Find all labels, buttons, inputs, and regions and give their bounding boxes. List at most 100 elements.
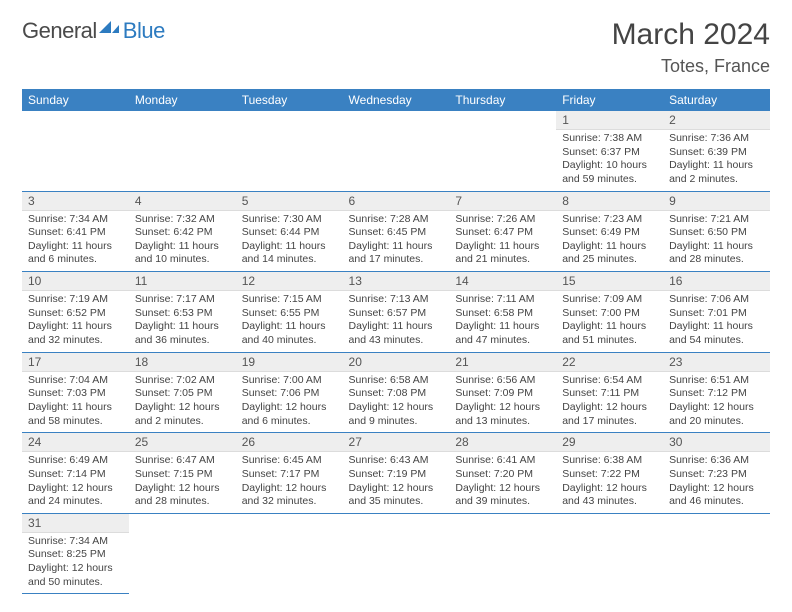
day-body: Sunrise: 7:02 AMSunset: 7:05 PMDaylight:… <box>129 372 236 433</box>
calendar-day-cell: 23Sunrise: 6:51 AMSunset: 7:12 PMDayligh… <box>663 352 770 433</box>
calendar-empty-cell <box>22 111 129 191</box>
calendar-week-row: 17Sunrise: 7:04 AMSunset: 7:03 PMDayligh… <box>22 352 770 433</box>
calendar-day-cell: 31Sunrise: 7:34 AMSunset: 8:25 PMDayligh… <box>22 513 129 594</box>
day-number: 13 <box>343 272 450 291</box>
calendar-empty-cell <box>343 513 450 594</box>
calendar-day-cell: 18Sunrise: 7:02 AMSunset: 7:05 PMDayligh… <box>129 352 236 433</box>
day-body: Sunrise: 6:51 AMSunset: 7:12 PMDaylight:… <box>663 372 770 433</box>
calendar-day-cell: 10Sunrise: 7:19 AMSunset: 6:52 PMDayligh… <box>22 272 129 353</box>
calendar-day-cell: 8Sunrise: 7:23 AMSunset: 6:49 PMDaylight… <box>556 191 663 272</box>
day-number: 15 <box>556 272 663 291</box>
day-number: 20 <box>343 353 450 372</box>
calendar-day-cell: 5Sunrise: 7:30 AMSunset: 6:44 PMDaylight… <box>236 191 343 272</box>
calendar-day-cell: 28Sunrise: 6:41 AMSunset: 7:20 PMDayligh… <box>449 433 556 514</box>
day-body: Sunrise: 6:45 AMSunset: 7:17 PMDaylight:… <box>236 452 343 513</box>
day-body: Sunrise: 6:56 AMSunset: 7:09 PMDaylight:… <box>449 372 556 433</box>
day-number: 21 <box>449 353 556 372</box>
calendar-day-cell: 14Sunrise: 7:11 AMSunset: 6:58 PMDayligh… <box>449 272 556 353</box>
page-title: March 2024 <box>612 18 770 52</box>
calendar-day-cell: 22Sunrise: 6:54 AMSunset: 7:11 PMDayligh… <box>556 352 663 433</box>
day-number: 4 <box>129 192 236 211</box>
day-number: 1 <box>556 111 663 130</box>
day-number: 31 <box>22 514 129 533</box>
calendar-day-cell: 30Sunrise: 6:36 AMSunset: 7:23 PMDayligh… <box>663 433 770 514</box>
day-number: 8 <box>556 192 663 211</box>
weekday-header: Thursday <box>449 89 556 111</box>
calendar-day-cell: 7Sunrise: 7:26 AMSunset: 6:47 PMDaylight… <box>449 191 556 272</box>
day-body: Sunrise: 7:04 AMSunset: 7:03 PMDaylight:… <box>22 372 129 433</box>
logo: General Blue <box>22 18 165 44</box>
calendar-day-cell: 9Sunrise: 7:21 AMSunset: 6:50 PMDaylight… <box>663 191 770 272</box>
day-number: 5 <box>236 192 343 211</box>
calendar-empty-cell <box>129 111 236 191</box>
day-number: 7 <box>449 192 556 211</box>
day-body: Sunrise: 7:23 AMSunset: 6:49 PMDaylight:… <box>556 211 663 272</box>
calendar-day-cell: 21Sunrise: 6:56 AMSunset: 7:09 PMDayligh… <box>449 352 556 433</box>
weekday-header: Monday <box>129 89 236 111</box>
day-body: Sunrise: 7:38 AMSunset: 6:37 PMDaylight:… <box>556 130 663 191</box>
day-body: Sunrise: 7:17 AMSunset: 6:53 PMDaylight:… <box>129 291 236 352</box>
calendar-week-row: 10Sunrise: 7:19 AMSunset: 6:52 PMDayligh… <box>22 272 770 353</box>
day-number: 19 <box>236 353 343 372</box>
day-body: Sunrise: 6:49 AMSunset: 7:14 PMDaylight:… <box>22 452 129 513</box>
day-number: 28 <box>449 433 556 452</box>
weekday-header: Tuesday <box>236 89 343 111</box>
day-number: 17 <box>22 353 129 372</box>
calendar-week-row: 24Sunrise: 6:49 AMSunset: 7:14 PMDayligh… <box>22 433 770 514</box>
location-label: Totes, France <box>612 56 770 77</box>
day-body: Sunrise: 6:36 AMSunset: 7:23 PMDaylight:… <box>663 452 770 513</box>
calendar-day-cell: 2Sunrise: 7:36 AMSunset: 6:39 PMDaylight… <box>663 111 770 191</box>
calendar-day-cell: 19Sunrise: 7:00 AMSunset: 7:06 PMDayligh… <box>236 352 343 433</box>
day-number: 30 <box>663 433 770 452</box>
day-number: 18 <box>129 353 236 372</box>
calendar-day-cell: 3Sunrise: 7:34 AMSunset: 6:41 PMDaylight… <box>22 191 129 272</box>
logo-text-dark: General <box>22 18 97 44</box>
day-body: Sunrise: 6:41 AMSunset: 7:20 PMDaylight:… <box>449 452 556 513</box>
header: General Blue March 2024 Totes, France <box>22 18 770 77</box>
calendar-day-cell: 16Sunrise: 7:06 AMSunset: 7:01 PMDayligh… <box>663 272 770 353</box>
day-body: Sunrise: 7:19 AMSunset: 6:52 PMDaylight:… <box>22 291 129 352</box>
day-number: 22 <box>556 353 663 372</box>
calendar-day-cell: 26Sunrise: 6:45 AMSunset: 7:17 PMDayligh… <box>236 433 343 514</box>
calendar-day-cell: 12Sunrise: 7:15 AMSunset: 6:55 PMDayligh… <box>236 272 343 353</box>
calendar-day-cell: 13Sunrise: 7:13 AMSunset: 6:57 PMDayligh… <box>343 272 450 353</box>
calendar-empty-cell <box>663 513 770 594</box>
weekday-header-row: SundayMondayTuesdayWednesdayThursdayFrid… <box>22 89 770 111</box>
calendar-empty-cell <box>236 111 343 191</box>
weekday-header: Saturday <box>663 89 770 111</box>
calendar-day-cell: 29Sunrise: 6:38 AMSunset: 7:22 PMDayligh… <box>556 433 663 514</box>
calendar-day-cell: 27Sunrise: 6:43 AMSunset: 7:19 PMDayligh… <box>343 433 450 514</box>
day-body: Sunrise: 7:34 AMSunset: 6:41 PMDaylight:… <box>22 211 129 272</box>
title-block: March 2024 Totes, France <box>612 18 770 77</box>
day-number: 9 <box>663 192 770 211</box>
calendar-day-cell: 15Sunrise: 7:09 AMSunset: 7:00 PMDayligh… <box>556 272 663 353</box>
calendar-empty-cell <box>556 513 663 594</box>
day-body: Sunrise: 7:11 AMSunset: 6:58 PMDaylight:… <box>449 291 556 352</box>
day-number: 2 <box>663 111 770 130</box>
calendar-day-cell: 24Sunrise: 6:49 AMSunset: 7:14 PMDayligh… <box>22 433 129 514</box>
weekday-header: Sunday <box>22 89 129 111</box>
day-body: Sunrise: 7:30 AMSunset: 6:44 PMDaylight:… <box>236 211 343 272</box>
calendar-week-row: 1Sunrise: 7:38 AMSunset: 6:37 PMDaylight… <box>22 111 770 191</box>
day-number: 23 <box>663 353 770 372</box>
calendar-day-cell: 11Sunrise: 7:17 AMSunset: 6:53 PMDayligh… <box>129 272 236 353</box>
day-number: 6 <box>343 192 450 211</box>
day-body: Sunrise: 6:47 AMSunset: 7:15 PMDaylight:… <box>129 452 236 513</box>
day-number: 27 <box>343 433 450 452</box>
day-body: Sunrise: 6:54 AMSunset: 7:11 PMDaylight:… <box>556 372 663 433</box>
calendar-empty-cell <box>449 111 556 191</box>
day-body: Sunrise: 7:09 AMSunset: 7:00 PMDaylight:… <box>556 291 663 352</box>
calendar-week-row: 3Sunrise: 7:34 AMSunset: 6:41 PMDaylight… <box>22 191 770 272</box>
day-body: Sunrise: 7:21 AMSunset: 6:50 PMDaylight:… <box>663 211 770 272</box>
day-number: 24 <box>22 433 129 452</box>
day-body: Sunrise: 7:00 AMSunset: 7:06 PMDaylight:… <box>236 372 343 433</box>
day-number: 10 <box>22 272 129 291</box>
calendar-day-cell: 4Sunrise: 7:32 AMSunset: 6:42 PMDaylight… <box>129 191 236 272</box>
calendar-day-cell: 17Sunrise: 7:04 AMSunset: 7:03 PMDayligh… <box>22 352 129 433</box>
calendar-empty-cell <box>343 111 450 191</box>
day-number: 14 <box>449 272 556 291</box>
weekday-header: Friday <box>556 89 663 111</box>
day-number: 3 <box>22 192 129 211</box>
day-body: Sunrise: 7:32 AMSunset: 6:42 PMDaylight:… <box>129 211 236 272</box>
calendar-empty-cell <box>236 513 343 594</box>
